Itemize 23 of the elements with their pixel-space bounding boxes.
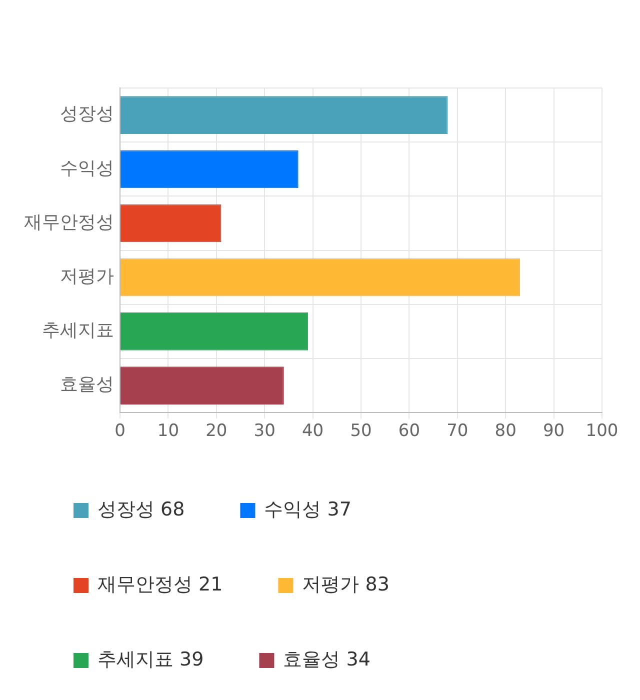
legend-label: 추세지표 39: [98, 648, 204, 670]
x-tick-label: 80: [494, 421, 516, 442]
y-tick-label: 성장성: [60, 104, 114, 125]
x-tick-label: 0: [114, 421, 126, 442]
legend-label: 효율성 34: [283, 648, 370, 670]
y-tick-label: 추세지표: [42, 320, 114, 342]
y-tick-label: 재무안정성: [24, 212, 114, 233]
x-tick-label: 60: [398, 421, 420, 442]
legend-label: 저평가 83: [302, 573, 390, 596]
legend-label: 수익성 37: [264, 498, 352, 520]
y-tick-label: 수익성: [60, 158, 114, 179]
x-tick-label: 90: [542, 421, 565, 442]
y-tick-label: 저평가: [60, 266, 114, 288]
x-tick-label: 40: [302, 421, 324, 442]
x-tick-label: 10: [157, 421, 180, 442]
x-tick-label: 30: [254, 421, 276, 442]
legend-label: 재무안정성 21: [98, 573, 223, 596]
x-tick-label: 50: [350, 421, 372, 442]
legend-label: 성장성 68: [98, 498, 185, 520]
x-tick-label: 100: [586, 421, 618, 442]
x-tick-label: 20: [206, 421, 228, 442]
y-tick-label: 효율성: [60, 374, 114, 396]
x-tick-label: 70: [446, 421, 468, 442]
